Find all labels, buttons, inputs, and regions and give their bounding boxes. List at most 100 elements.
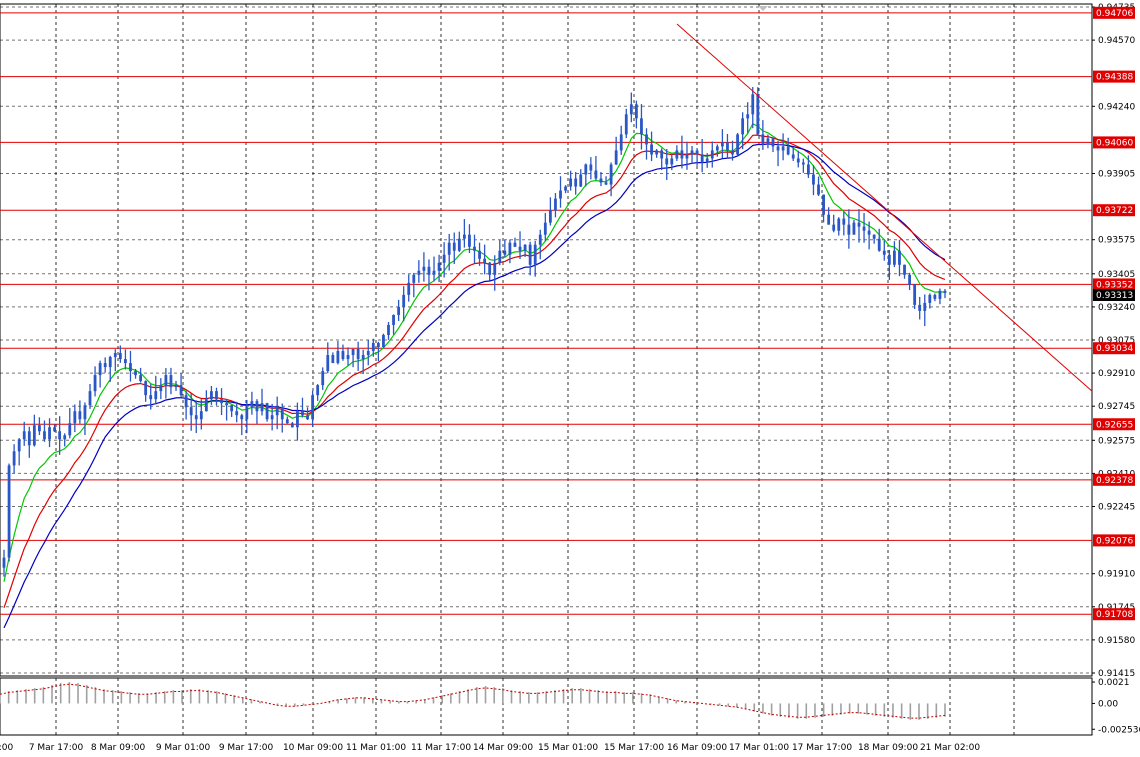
candle-body: [48, 427, 51, 440]
time-tick-label: 10 Mar 09:00: [283, 743, 343, 753]
candle-body: [356, 349, 360, 360]
candle-body: [230, 405, 234, 412]
candle-body: [913, 284, 917, 305]
candle-body: [938, 290, 942, 299]
candle-body: [392, 314, 395, 325]
price-tick-label: 0.93075: [1098, 336, 1135, 346]
price-tick-label: 0.91415: [1098, 669, 1135, 679]
time-tick-label: 14 Mar 09:00: [473, 743, 533, 753]
candle-body: [427, 266, 431, 275]
price-tick-label: 0.91745: [1098, 603, 1135, 613]
candle-body: [493, 262, 497, 275]
scroll-marker-icon[interactable]: [758, 6, 768, 11]
candle-body: [579, 174, 583, 187]
candle-body: [741, 118, 745, 135]
candle-body: [781, 146, 785, 151]
time-tick-label: 9 Mar 01:00: [156, 743, 211, 753]
candle-body: [746, 114, 750, 119]
candle-body: [877, 238, 881, 251]
candle-body: [311, 395, 315, 420]
candle-body: [382, 334, 385, 348]
candle-body: [710, 150, 714, 159]
candle-body: [83, 405, 87, 420]
candle-body: [2, 557, 6, 568]
current-price-tag: 0.93313: [1093, 289, 1135, 301]
candle-body: [594, 170, 598, 179]
candle-body: [397, 306, 401, 315]
downtrend-line: [676, 23, 1093, 392]
candle-body: [442, 254, 446, 263]
candle-body: [645, 134, 648, 145]
oscillator-signal-line: [0, 683, 946, 719]
candle-body: [255, 401, 259, 412]
candle-body: [513, 242, 517, 247]
level-tag-label: 0.93352: [1096, 280, 1133, 290]
candle-body: [98, 363, 102, 376]
candle-body: [351, 349, 355, 356]
candle-body: [376, 343, 380, 348]
candle-body: [872, 234, 876, 239]
candle-body: [791, 154, 795, 159]
candle-body: [498, 250, 502, 263]
candle-body: [670, 158, 674, 165]
time-tick-label: 15 Mar 17:00: [604, 743, 664, 753]
candle-body: [457, 238, 461, 251]
candle-body: [432, 270, 436, 275]
price-tick-label: 0.91910: [1098, 570, 1135, 580]
candle-body: [756, 94, 760, 135]
candle-body: [599, 178, 603, 183]
oscillator-panel: 0.0021 0.00 -0.002536: [0, 677, 1140, 736]
oscillator-bars: [0, 682, 946, 720]
candle-body: [361, 355, 365, 360]
candle-body: [204, 399, 208, 412]
candle-body: [695, 150, 699, 155]
candle-body: [933, 294, 937, 299]
candle-body: [7, 465, 11, 558]
candle-body: [812, 174, 815, 185]
candle-body: [341, 351, 345, 360]
candle-body: [159, 385, 163, 392]
candle-body: [199, 411, 203, 420]
candle-body: [144, 381, 148, 396]
candle-body: [12, 451, 16, 466]
candle-body: [452, 242, 456, 251]
candle-body: [194, 415, 198, 420]
candle-body: [462, 234, 466, 239]
candle-body: [306, 415, 309, 420]
candle-body: [103, 363, 107, 368]
time-tick-label: 15 Mar 01:00: [538, 743, 598, 753]
candle-body: [660, 150, 664, 159]
trendline-group: [676, 23, 1093, 392]
candle-body: [822, 194, 825, 215]
candle-body: [882, 250, 886, 255]
candle-body: [240, 415, 244, 420]
candle-body: [533, 244, 537, 265]
price-tick-label: 0.93405: [1098, 270, 1135, 280]
candle-body: [488, 262, 492, 275]
candle-body: [634, 104, 638, 119]
candle-body: [817, 184, 820, 195]
time-tick-label: 11 Mar 01:00: [346, 743, 406, 753]
candle-body: [270, 415, 274, 420]
candle-body: [903, 264, 906, 275]
level-tag-box: [1093, 136, 1135, 149]
candle-body: [842, 218, 846, 225]
candle-body: [210, 391, 213, 400]
candle-body: [614, 150, 618, 165]
candle-body: [265, 403, 269, 420]
candle-body: [538, 234, 542, 245]
candle-body: [523, 244, 527, 251]
candle-body: [766, 138, 770, 145]
price-tick-label: 0.92745: [1098, 402, 1135, 412]
candle-body: [285, 419, 289, 424]
time-tick-label: 9 Mar 17:00: [219, 743, 274, 753]
level-tag-label: 0.91708: [1096, 610, 1133, 620]
candle-body: [569, 178, 573, 187]
candle-body: [923, 302, 927, 311]
candle-body: [321, 371, 325, 386]
candle-body: [893, 250, 896, 265]
time-axis: :00 7 Mar 17:00 8 Mar 09:00 9 Mar 01:00 9 Ma…: [0, 743, 980, 753]
level-tag-box: [1093, 6, 1135, 19]
candle-body: [801, 162, 805, 165]
candle-body: [179, 385, 183, 396]
